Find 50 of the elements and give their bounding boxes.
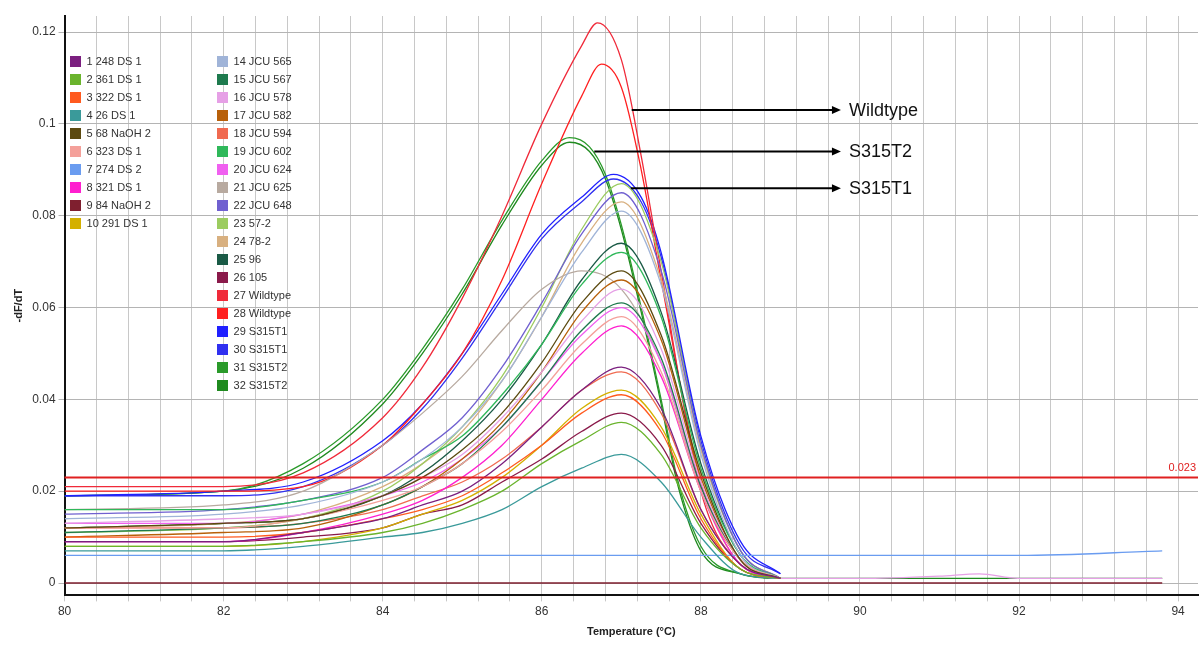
legend-label: 32 S315T2 (232, 378, 289, 393)
y-axis-title: -dF/dT (11, 288, 24, 323)
x-tick-label: 86 (535, 603, 549, 618)
legend-label: 30 S315T1 (232, 342, 289, 357)
legend-label: 31 S315T2 (232, 360, 289, 375)
legend-label: 1 248 DS 1 (85, 54, 143, 69)
y-tick-label: 0.02 (32, 483, 56, 498)
x-tick-label: 92 (1012, 603, 1027, 618)
legend-label: 9 84 NaOH 2 (85, 198, 152, 213)
y-tick-label: 0 (48, 575, 56, 590)
x-tick-label: 94 (1171, 603, 1186, 618)
legend-label: 23 57-2 (232, 216, 272, 231)
y-tick-label: 0.06 (32, 299, 56, 314)
y-tick-label: 0.1 (38, 116, 56, 131)
annotation: Wildtype (848, 100, 918, 121)
legend-label: 6 323 DS 1 (85, 144, 143, 159)
legend-label: 20 JCU 624 (232, 162, 293, 177)
annotation: S315T2 (848, 141, 912, 162)
legend-label: 25 96 (232, 252, 263, 267)
annotation: S315T1 (848, 178, 912, 199)
legend-label: 10 291 DS 1 (85, 216, 149, 231)
legend-label: 4 26 DS 1 (85, 108, 137, 123)
legend-label: 14 JCU 565 (232, 54, 293, 69)
x-tick-label: 88 (694, 603, 708, 618)
legend-label: 27 Wildtype (232, 288, 293, 303)
legend-label: 16 JCU 578 (232, 90, 293, 105)
legend-label: 26 105 (232, 270, 269, 285)
legend-label: 19 JCU 602 (232, 144, 293, 159)
legend-label: 5 68 NaOH 2 (85, 126, 152, 141)
legend-label: 18 JCU 594 (232, 126, 293, 141)
y-tick-label: 0.12 (32, 24, 56, 39)
x-tick-label: 82 (216, 603, 231, 618)
y-tick-label: 0.04 (32, 391, 56, 406)
ref-line-label: 0.023 (1168, 460, 1196, 473)
x-tick-label: 90 (853, 603, 867, 618)
legend-label: 28 Wildtype (232, 306, 293, 321)
legend-label: 7 274 DS 2 (85, 162, 143, 177)
legend-label: 2 361 DS 1 (85, 72, 143, 87)
x-axis-title: Temperature (°C) (587, 625, 676, 638)
legend-label: 24 78-2 (232, 234, 272, 249)
x-tick-label: 80 (57, 603, 72, 618)
legend-label: 17 JCU 582 (232, 108, 293, 123)
legend-label: 29 S315T1 (232, 324, 289, 339)
legend-label: 15 JCU 567 (232, 72, 293, 87)
legend-label: 21 JCU 625 (232, 180, 293, 195)
x-tick-label: 84 (376, 603, 390, 618)
legend-label: 3 322 DS 1 (85, 90, 143, 105)
y-tick-label: 0.08 (32, 208, 56, 223)
legend-label: 8 321 DS 1 (85, 180, 143, 195)
legend-label: 22 JCU 648 (232, 198, 293, 213)
